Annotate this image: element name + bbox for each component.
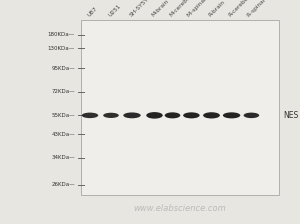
Text: M-spinal marrow: M-spinal marrow — [187, 0, 225, 18]
Ellipse shape — [183, 112, 200, 118]
Text: 34KDa—: 34KDa— — [51, 155, 75, 160]
Ellipse shape — [203, 112, 220, 118]
Text: 180KDa—: 180KDa— — [48, 32, 75, 37]
Ellipse shape — [123, 112, 141, 118]
Text: R-spinal marrow: R-spinal marrow — [247, 0, 284, 18]
Ellipse shape — [223, 112, 240, 118]
Text: R-cerebellum: R-cerebellum — [227, 0, 259, 18]
Text: SH-SY5Y: SH-SY5Y — [128, 0, 150, 18]
Ellipse shape — [244, 113, 259, 118]
Text: 95KDa—: 95KDa— — [51, 66, 75, 71]
Text: 55KDa—: 55KDa— — [51, 113, 75, 118]
Text: 130KDa—: 130KDa— — [48, 46, 75, 51]
Text: 43KDa—: 43KDa— — [51, 132, 75, 137]
Text: M-cerebellum: M-cerebellum — [169, 0, 201, 18]
Text: 26KDa—: 26KDa— — [51, 182, 75, 187]
Ellipse shape — [165, 112, 180, 118]
Ellipse shape — [146, 112, 163, 119]
Text: www.elabscience.com: www.elabscience.com — [134, 204, 226, 213]
Bar — [81, 20, 279, 195]
Ellipse shape — [103, 113, 119, 118]
Text: M-brain: M-brain — [151, 0, 170, 18]
Text: R-brain: R-brain — [208, 0, 226, 18]
Ellipse shape — [82, 113, 98, 118]
Text: U87: U87 — [86, 6, 98, 18]
Text: 72KDa—: 72KDa— — [51, 89, 75, 94]
Text: U251: U251 — [107, 4, 122, 18]
Text: NES: NES — [284, 111, 299, 120]
